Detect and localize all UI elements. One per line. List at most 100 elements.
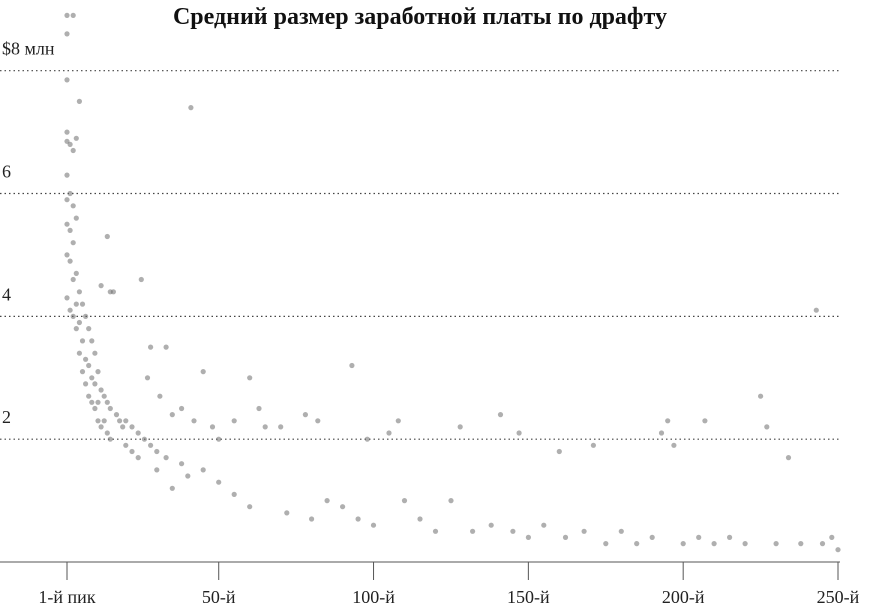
data-point bbox=[73, 301, 79, 307]
data-point bbox=[395, 418, 401, 424]
data-point bbox=[92, 381, 98, 387]
data-point bbox=[278, 424, 284, 430]
data-point bbox=[83, 381, 89, 387]
data-point bbox=[618, 528, 624, 534]
data-point bbox=[448, 498, 454, 504]
data-point bbox=[216, 436, 222, 442]
y-tick-labels: 2 4 6 $8 млн bbox=[2, 39, 55, 427]
data-point bbox=[256, 405, 262, 412]
data-point bbox=[758, 393, 764, 399]
data-point bbox=[64, 197, 70, 203]
x-tick-label: 200-й bbox=[662, 587, 705, 607]
data-point bbox=[247, 504, 253, 510]
data-point bbox=[70, 12, 76, 18]
y-tick-label: 4 bbox=[2, 284, 11, 304]
data-point bbox=[634, 541, 640, 547]
data-point bbox=[798, 541, 804, 547]
data-point bbox=[89, 399, 95, 405]
data-point bbox=[73, 215, 79, 221]
data-point bbox=[525, 534, 532, 541]
data-point bbox=[76, 289, 82, 295]
y-tick-label: $8 млн bbox=[2, 39, 55, 59]
data-point bbox=[163, 344, 169, 350]
x-tick-labels: 1-й пик 50-й 100-й 150-й 200-й 250-й bbox=[38, 562, 860, 607]
data-point bbox=[200, 369, 206, 375]
data-point bbox=[702, 418, 708, 424]
x-tick-label: 250-й bbox=[817, 587, 860, 607]
data-point bbox=[138, 276, 144, 283]
data-point bbox=[247, 375, 253, 381]
data-points bbox=[64, 12, 841, 553]
data-point bbox=[86, 393, 92, 399]
data-point bbox=[83, 356, 89, 362]
data-point bbox=[67, 227, 73, 233]
data-point bbox=[262, 424, 268, 430]
data-point bbox=[64, 252, 70, 258]
data-point bbox=[488, 522, 494, 528]
data-point bbox=[70, 147, 76, 154]
data-point bbox=[191, 418, 197, 424]
data-point bbox=[92, 405, 98, 412]
data-point bbox=[79, 369, 86, 375]
data-point bbox=[216, 479, 222, 485]
data-point bbox=[510, 528, 516, 534]
data-point bbox=[581, 528, 587, 534]
data-point bbox=[590, 442, 597, 448]
data-point bbox=[76, 98, 82, 104]
data-point bbox=[163, 455, 169, 461]
data-point bbox=[83, 313, 89, 319]
data-point bbox=[819, 541, 826, 547]
data-point bbox=[98, 424, 104, 430]
data-point bbox=[67, 141, 73, 147]
data-point bbox=[200, 467, 206, 473]
data-point bbox=[541, 522, 547, 528]
data-point bbox=[680, 541, 686, 547]
data-point bbox=[154, 467, 160, 473]
data-point bbox=[141, 436, 147, 442]
data-point bbox=[64, 31, 70, 37]
data-point bbox=[603, 541, 609, 547]
data-point bbox=[135, 430, 141, 436]
data-point bbox=[179, 461, 185, 467]
data-point bbox=[64, 172, 70, 178]
data-point bbox=[76, 319, 82, 326]
data-point bbox=[209, 424, 216, 430]
data-point bbox=[349, 362, 355, 369]
data-point bbox=[95, 399, 101, 405]
data-point bbox=[185, 473, 191, 479]
data-point bbox=[457, 424, 463, 430]
data-point bbox=[727, 534, 733, 541]
data-point bbox=[417, 516, 423, 522]
data-point bbox=[70, 203, 76, 209]
data-point bbox=[711, 541, 717, 547]
data-point bbox=[188, 105, 194, 111]
data-point bbox=[123, 418, 129, 424]
data-point bbox=[117, 418, 123, 424]
data-point bbox=[231, 418, 237, 424]
data-point bbox=[86, 326, 92, 332]
data-point bbox=[98, 387, 104, 393]
data-point bbox=[148, 442, 154, 448]
data-point bbox=[309, 516, 315, 522]
data-point bbox=[340, 504, 346, 510]
data-point bbox=[324, 498, 330, 504]
data-point bbox=[148, 344, 154, 350]
chart-title: Средний размер заработной платы по драфт… bbox=[173, 4, 667, 30]
data-point bbox=[70, 313, 76, 319]
data-point bbox=[773, 541, 779, 547]
data-point bbox=[73, 270, 79, 276]
data-point bbox=[104, 430, 110, 436]
data-point bbox=[73, 135, 79, 141]
data-point bbox=[154, 448, 160, 455]
data-point bbox=[76, 350, 82, 356]
data-point bbox=[67, 258, 73, 264]
data-point bbox=[658, 430, 665, 436]
data-point bbox=[829, 534, 835, 541]
data-point bbox=[86, 362, 92, 369]
data-point bbox=[107, 436, 113, 442]
data-point bbox=[67, 307, 73, 313]
data-point bbox=[284, 510, 290, 516]
data-point bbox=[696, 534, 702, 541]
